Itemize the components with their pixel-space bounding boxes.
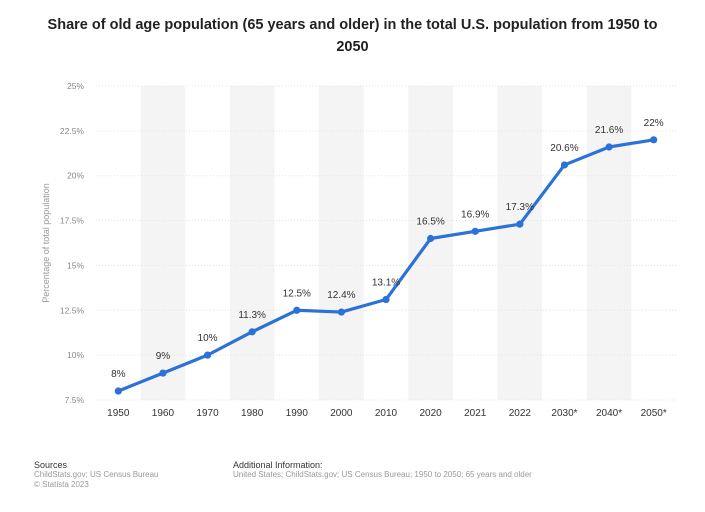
sources-heading: Sources: [34, 460, 68, 470]
data-point: [605, 143, 613, 151]
data-label: 9%: [156, 351, 171, 362]
data-label: 16.5%: [416, 217, 444, 228]
copyright-text: © Statista 2023: [34, 480, 89, 489]
x-tick-label: 2030*: [551, 408, 577, 419]
data-point: [560, 161, 569, 169]
data-point: [427, 234, 435, 243]
background-band: [497, 86, 543, 400]
data-label: 12.4%: [327, 290, 355, 301]
data-point: [650, 136, 658, 144]
x-tick-label: 2022: [509, 408, 532, 419]
data-label: 17.3%: [506, 202, 534, 213]
data-label: 10%: [198, 333, 218, 344]
data-label: 12.5%: [283, 288, 311, 299]
data-point: [248, 328, 256, 336]
data-point: [382, 295, 390, 304]
data-point: [114, 387, 122, 395]
data-label: 13.1%: [372, 278, 400, 289]
data-label: 8%: [111, 369, 126, 380]
additional-info-heading: Additional Information:: [233, 460, 323, 470]
y-tick-label: 10%: [67, 350, 84, 360]
x-tick-label: 2040*: [596, 408, 622, 419]
data-label: 22%: [644, 118, 664, 129]
y-tick-label: 17.5%: [60, 216, 85, 226]
additional-info-text: United States; ChildStats.gov; US Census…: [233, 470, 532, 479]
x-tick-label: 1980: [241, 408, 264, 419]
data-point: [337, 308, 345, 316]
x-tick-label: 2010: [375, 408, 398, 419]
x-tick-label: 2000: [330, 408, 353, 419]
y-tick-label: 12.5%: [60, 305, 85, 315]
footer-additional-info: Additional Information: United States; C…: [233, 460, 532, 480]
chart-title: Share of old age population (65 years an…: [47, 17, 658, 55]
data-label: 21.6%: [595, 125, 623, 136]
data-label: 16.9%: [461, 209, 489, 220]
data-point: [516, 220, 524, 228]
x-tick-label: 2021: [464, 408, 487, 419]
background-band: [319, 86, 364, 400]
y-tick-label: 25%: [67, 81, 84, 91]
sources-text: ChildStats.gov; US Census Bureau: [34, 470, 159, 479]
data-point: [203, 351, 212, 359]
data-label: 11.3%: [238, 310, 266, 321]
data-point: [293, 306, 301, 314]
y-axis-label: Percentage of total population: [41, 183, 51, 303]
background-band: [586, 86, 632, 400]
background-band: [140, 86, 186, 400]
data-label: 20.6%: [550, 143, 578, 154]
data-point: [471, 227, 479, 235]
y-tick-label: 15%: [67, 260, 84, 270]
background-band: [229, 86, 275, 400]
x-tick-label: 1950: [107, 408, 130, 419]
x-tick-label: 2050*: [641, 408, 667, 419]
y-tick-label: 7.5%: [65, 395, 85, 405]
x-tick-label: 1960: [152, 408, 175, 419]
background-band: [408, 86, 453, 400]
data-point: [159, 369, 167, 377]
x-tick-label: 1970: [196, 408, 219, 419]
y-tick-label: 20%: [67, 171, 84, 181]
x-tick-label: 2020: [419, 408, 442, 419]
y-tick-label: 22.5%: [60, 126, 85, 136]
footer-sources: Sources ChildStats.gov; US Census Bureau…: [34, 460, 159, 490]
x-tick-label: 1990: [286, 408, 309, 419]
